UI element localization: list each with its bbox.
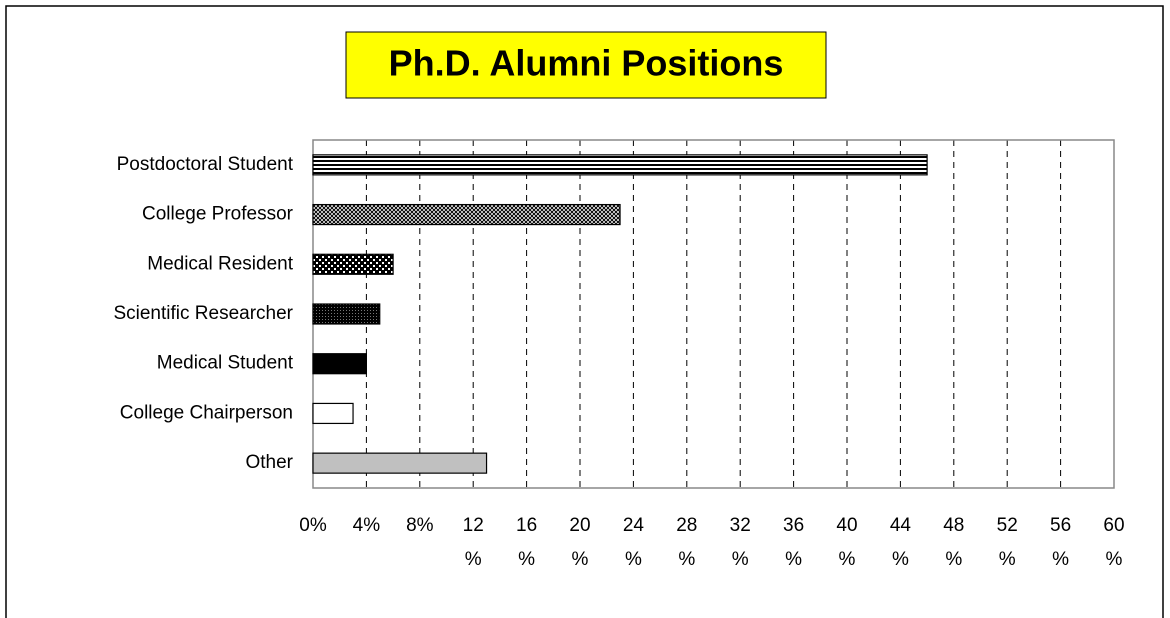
title-box: [345, 31, 827, 99]
x-tick-label: 28%: [676, 515, 697, 570]
x-tick-label: 20%: [569, 515, 590, 570]
x-tick-label: 8%: [406, 515, 434, 536]
bar: [312, 452, 488, 474]
bar: [312, 253, 394, 275]
bar: [312, 303, 381, 325]
bar: [312, 203, 621, 226]
chart-title: Ph.D. Alumni Positions: [389, 43, 784, 84]
x-tick-label: 60%: [1103, 515, 1124, 570]
y-tick-label: Medical Student: [157, 353, 294, 374]
frame: [5, 5, 1164, 618]
x-tick-label: 16%: [516, 515, 537, 570]
y-tick-label: Other: [245, 452, 293, 473]
y-tick-label: Postdoctoral Student: [117, 154, 294, 175]
plot-border: [312, 139, 1115, 489]
x-tick-label: 44%: [890, 515, 912, 570]
x-tick-label: 24%: [623, 515, 645, 570]
bar: [312, 353, 368, 375]
y-tick-label: Medical Resident: [147, 253, 293, 274]
x-tick-label: 48%: [943, 515, 964, 570]
x-tick-label: 36%: [783, 515, 804, 570]
x-tick-label: 4%: [353, 515, 381, 536]
x-tick-label: 40%: [836, 515, 857, 570]
x-tick-label: 32%: [730, 515, 751, 570]
x-tick-label: 0%: [299, 515, 327, 536]
x-tick-label: 12%: [463, 515, 484, 570]
y-tick-label: Scientific Researcher: [113, 303, 293, 324]
x-tick-label: 56%: [1050, 515, 1071, 570]
y-tick-label: College Chairperson: [120, 402, 293, 423]
bar: [312, 154, 928, 176]
bar: [312, 402, 354, 425]
x-tick-label: 52%: [997, 515, 1018, 570]
y-tick-label: College Professor: [142, 204, 294, 225]
